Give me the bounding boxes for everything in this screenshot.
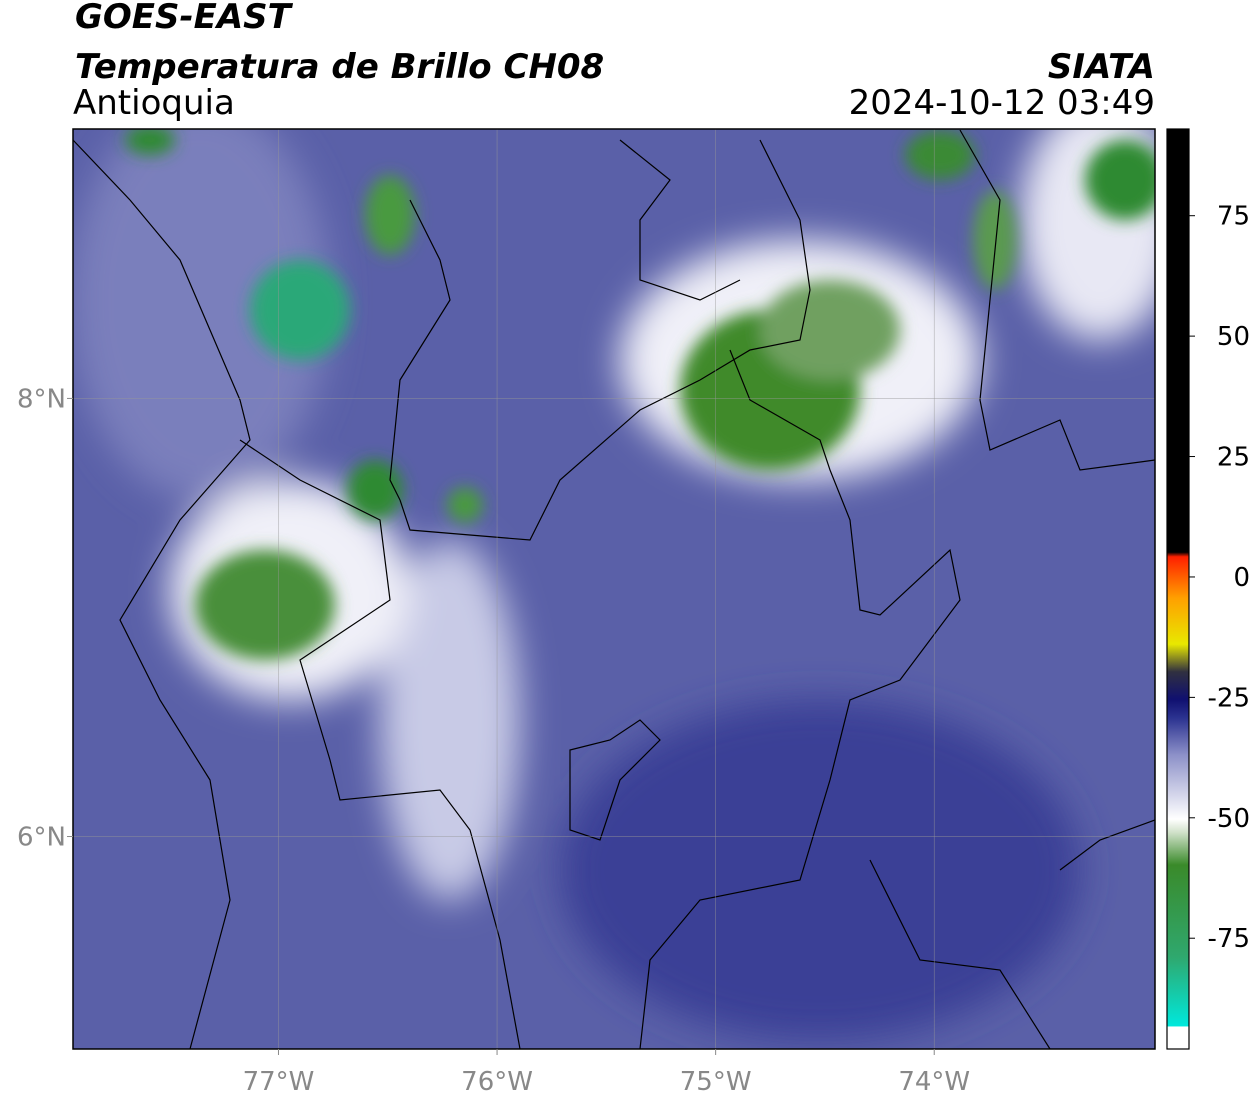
y-tick-label: 6°N <box>17 823 66 853</box>
colorbar-tick-label: 0 <box>1233 563 1250 593</box>
datetime: 2024-10-12 03:49 <box>849 83 1155 123</box>
colorbar-tick-label: -25 <box>1208 683 1250 713</box>
colorbar-tick-label: -50 <box>1208 804 1250 834</box>
x-tick-label: 74°W <box>898 1067 970 1097</box>
colorbar-tick-label: 25 <box>1217 443 1250 473</box>
y-tick-label: 8°N <box>17 384 66 414</box>
colorbar-tick-label: 75 <box>1217 202 1250 232</box>
colorbar-tick-label: -75 <box>1208 924 1250 954</box>
satellite: GOES-EAST <box>75 0 294 37</box>
agency: SIATA <box>1048 47 1155 87</box>
region: Antioquia <box>73 83 235 123</box>
map-frame <box>72 128 1156 1050</box>
x-tick-label: 77°W <box>243 1067 315 1097</box>
product: Temperatura de Brillo CH08 <box>75 47 604 87</box>
colorbar <box>1166 128 1190 1050</box>
x-tick-label: 75°W <box>680 1067 752 1097</box>
x-tick-label: 76°W <box>461 1067 533 1097</box>
colorbar-tick-label: 50 <box>1217 322 1250 352</box>
map-image <box>73 129 1155 1049</box>
